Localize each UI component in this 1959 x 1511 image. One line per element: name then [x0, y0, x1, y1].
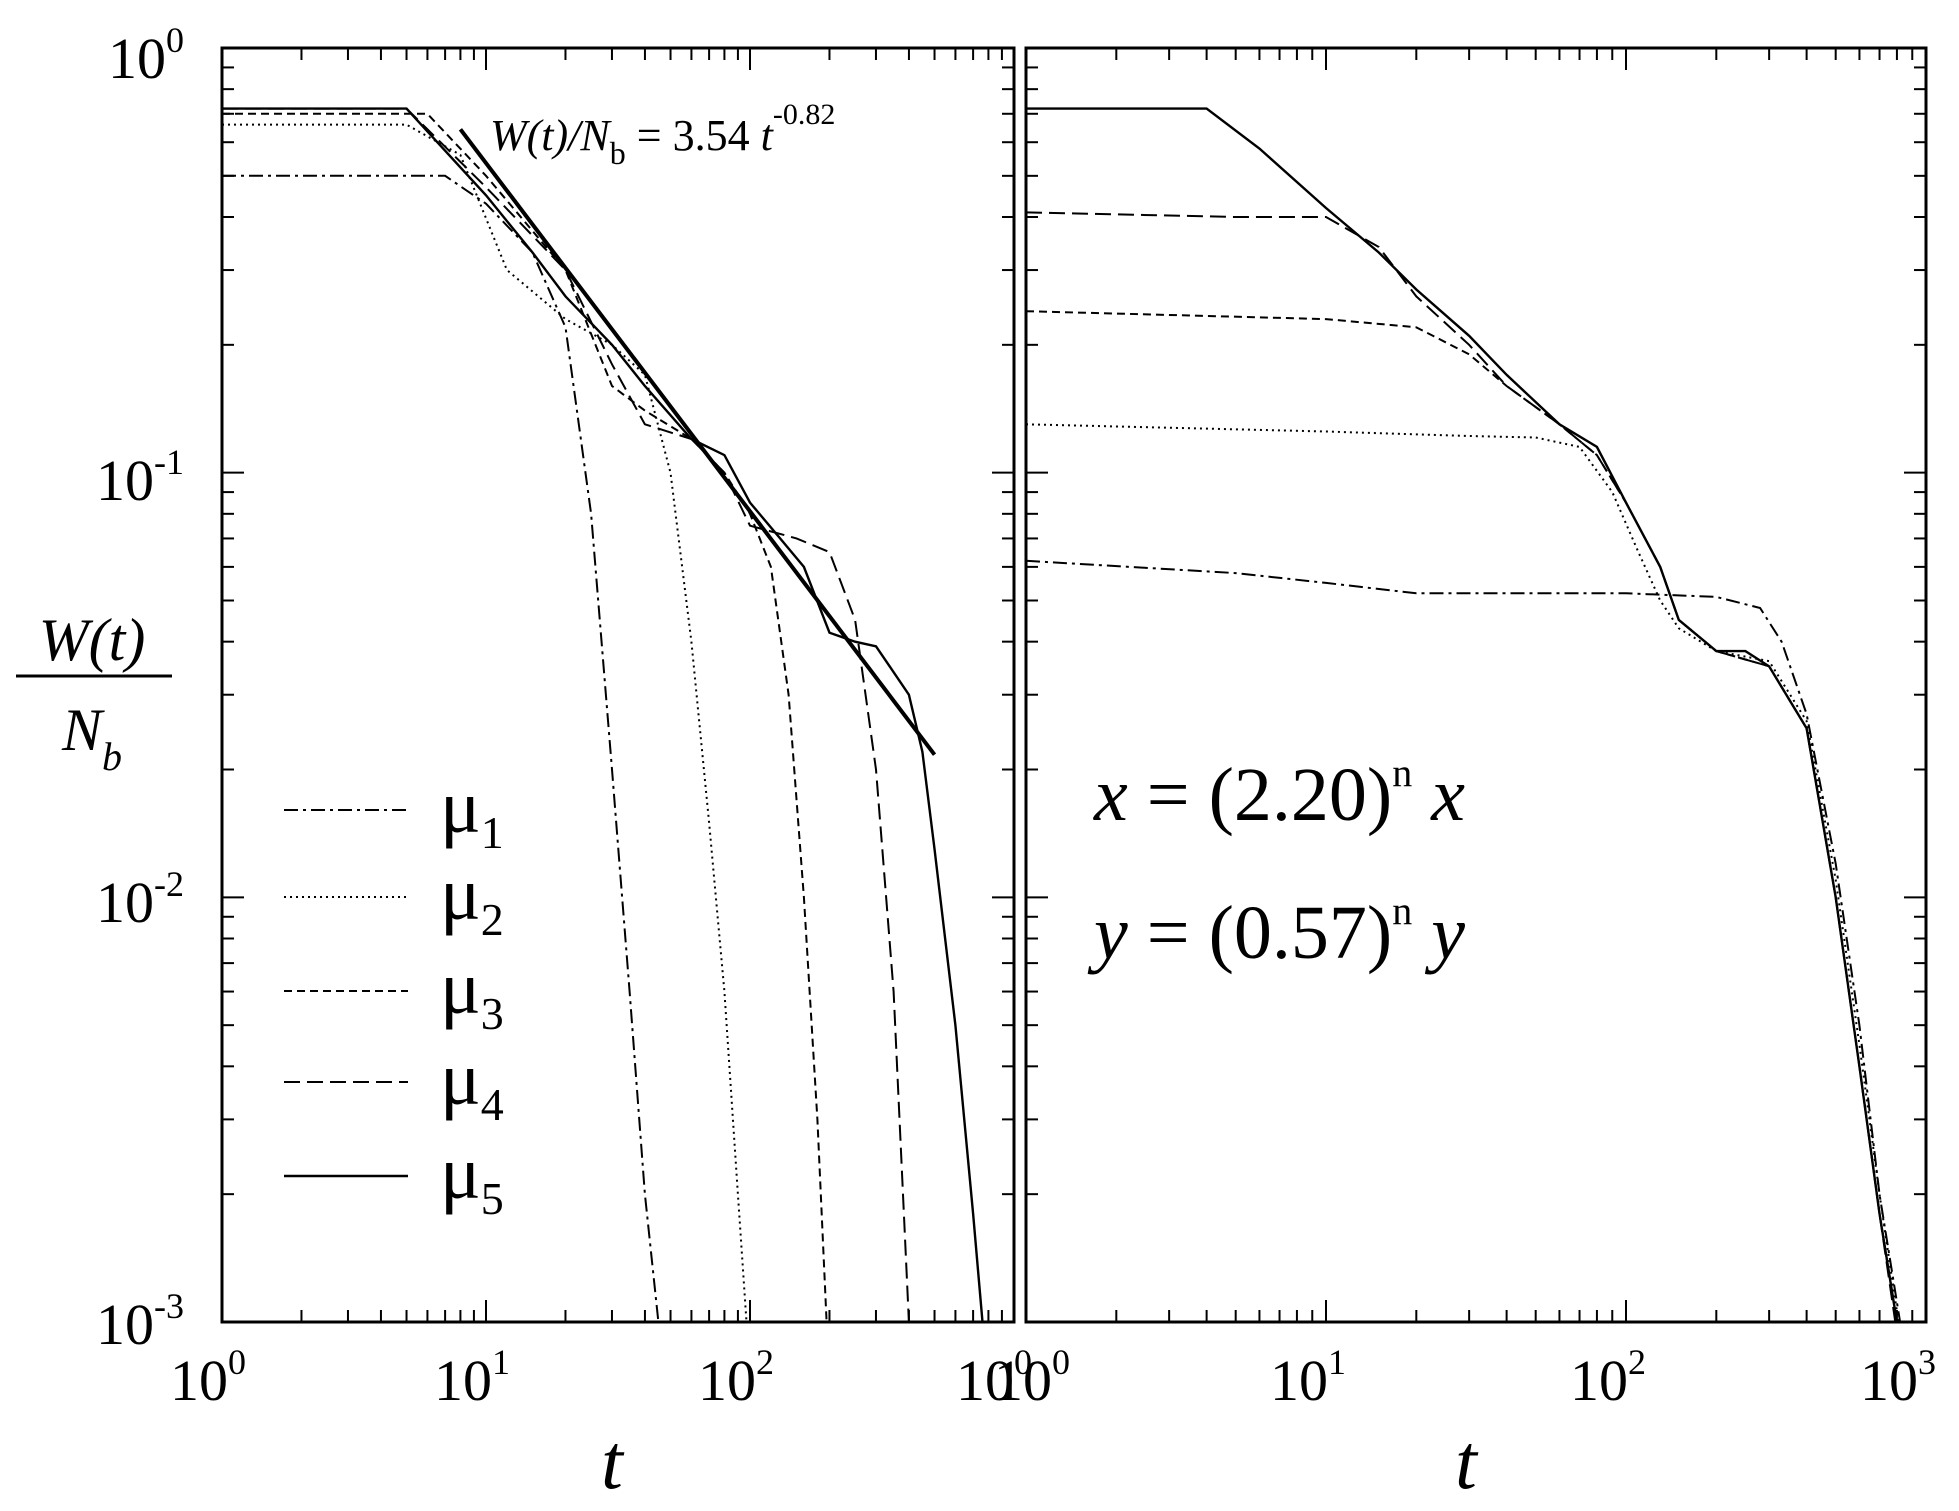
fit-line-group: [458, 128, 937, 756]
right-series-short-dash: [1025, 310, 1898, 1323]
right-ticks: [1025, 47, 1927, 1323]
y-axis-denominator: Nb: [61, 697, 122, 779]
legend-entry-mu4: μ4: [284, 1037, 504, 1130]
scaling-x-equation: x = (2.20)n x: [1093, 750, 1465, 837]
legend-entry-mu5: μ5: [284, 1131, 504, 1224]
x-tick-label-1000: 100: [956, 1342, 1032, 1413]
right-series-dotted: [1025, 423, 1900, 1323]
y-tick-label-0.001: 10-3: [96, 1286, 184, 1357]
legend-entry-mu1: μ1: [284, 765, 504, 858]
right-x-tick-label-100: 102: [1570, 1342, 1646, 1413]
right-series-dash-dot: [1025, 559, 1902, 1323]
legend-label-mu3: μ3: [440, 946, 504, 1039]
x-tick-label-100: 102: [698, 1342, 774, 1413]
right-x-tick-label-1000: 103: [1860, 1342, 1936, 1413]
left-series-group: [222, 107, 984, 1323]
left-ticks: [221, 47, 1015, 1323]
y-axis-title: W(t) Nb: [16, 607, 172, 779]
legend-label-mu1: μ1: [440, 765, 504, 858]
right-series-group: [1025, 107, 1902, 1323]
left-plot-frame: [220, 46, 1016, 1324]
legend: μ1 μ2 μ3 μ4 μ5: [284, 765, 504, 1224]
left-series-dash-dot: [222, 174, 660, 1323]
left-series-short-dash: [222, 112, 828, 1323]
y-tick-label-0.01: 10-2: [96, 864, 184, 935]
right-panel: 100 101 102 103 t x = (2.20)n x y = (0.5…: [994, 46, 1936, 1505]
x-tick-label-10: 101: [434, 1342, 510, 1413]
legend-label-mu2: μ2: [440, 852, 504, 945]
y-axis-numerator: W(t): [39, 607, 146, 673]
fit-annotation: W(t)/Nb = 3.54 t-0.82: [490, 98, 835, 171]
y-tick-label-0.1: 10-1: [96, 442, 184, 513]
right-plot-frame: [1024, 46, 1928, 1324]
legend-entry-mu3: μ3: [284, 946, 504, 1039]
right-x-tick-label-10: 101: [1270, 1342, 1346, 1413]
legend-label-mu5: μ5: [440, 1131, 504, 1224]
fit-line: [458, 128, 937, 756]
left-panel: 100 10-1 10-2 10-3 100 101 102 100 t W(t…: [16, 20, 1032, 1505]
scaling-y-equation: y = (0.57)n y: [1087, 888, 1465, 975]
left-series-solid: [222, 107, 984, 1323]
x-axis-title-right: t: [1455, 1418, 1479, 1505]
x-tick-label-1: 100: [170, 1342, 246, 1413]
x-axis-title-left: t: [601, 1418, 625, 1505]
right-x-tick-label-1: 100: [994, 1342, 1070, 1413]
left-series-dotted: [222, 123, 748, 1323]
legend-label-mu4: μ4: [440, 1037, 504, 1130]
right-series-solid: [1026, 107, 1899, 1323]
legend-entry-mu2: μ2: [284, 852, 504, 945]
left-series-long-dash: [222, 107, 910, 1323]
y-tick-label-1: 100: [108, 20, 184, 91]
